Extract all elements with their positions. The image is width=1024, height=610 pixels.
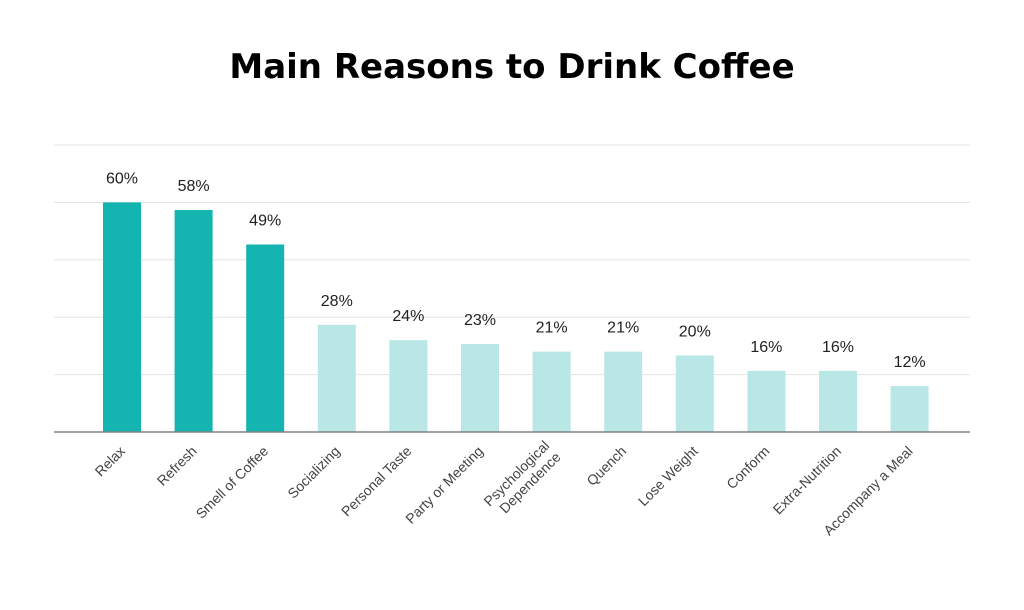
bars <box>103 202 929 432</box>
bar <box>389 340 428 432</box>
value-label: 16% <box>750 339 782 356</box>
bar <box>890 386 929 432</box>
x-tick-label: Personal Taste <box>338 443 415 520</box>
value-label: 24% <box>392 308 424 325</box>
bar <box>461 343 499 432</box>
value-labels: 60% 58% 49% 28% 24% 23% 21% 21% 20% 16% 16% 12% <box>106 170 926 371</box>
x-tick-label: Smell of Coffee <box>193 443 272 522</box>
x-tick-label: Lose Weight <box>635 443 701 509</box>
value-label: 58% <box>178 178 210 195</box>
x-tick-label: Refresh <box>154 443 200 489</box>
bar <box>174 210 213 432</box>
value-label: 60% <box>106 170 138 187</box>
bar <box>103 202 141 432</box>
x-tick-label: Party or Meeting <box>402 443 486 527</box>
value-label: 21% <box>607 320 639 337</box>
value-label: 16% <box>822 339 854 356</box>
chart-title: Main Reasons to Drink Coffee <box>229 47 794 87</box>
bar <box>532 351 571 432</box>
bar <box>246 244 285 432</box>
x-tick-label: Socializing <box>284 443 343 502</box>
value-label: 49% <box>249 212 281 229</box>
value-label: 21% <box>536 320 568 337</box>
x-tick-label: Quench <box>583 443 629 489</box>
value-label: 28% <box>321 293 353 310</box>
x-tick-label: Relax <box>91 443 128 480</box>
x-tick-label: Extra-Nutrition <box>770 443 845 518</box>
bar <box>819 370 857 432</box>
value-label: 12% <box>894 354 926 371</box>
bar <box>604 351 643 432</box>
x-tick-label: Conform <box>723 443 772 492</box>
bar <box>747 370 786 432</box>
bar <box>675 355 714 432</box>
x-tick-label: PsychologicalDependence <box>480 437 563 520</box>
value-label: 23% <box>464 312 496 329</box>
value-label: 20% <box>679 323 711 340</box>
bar <box>317 324 356 432</box>
